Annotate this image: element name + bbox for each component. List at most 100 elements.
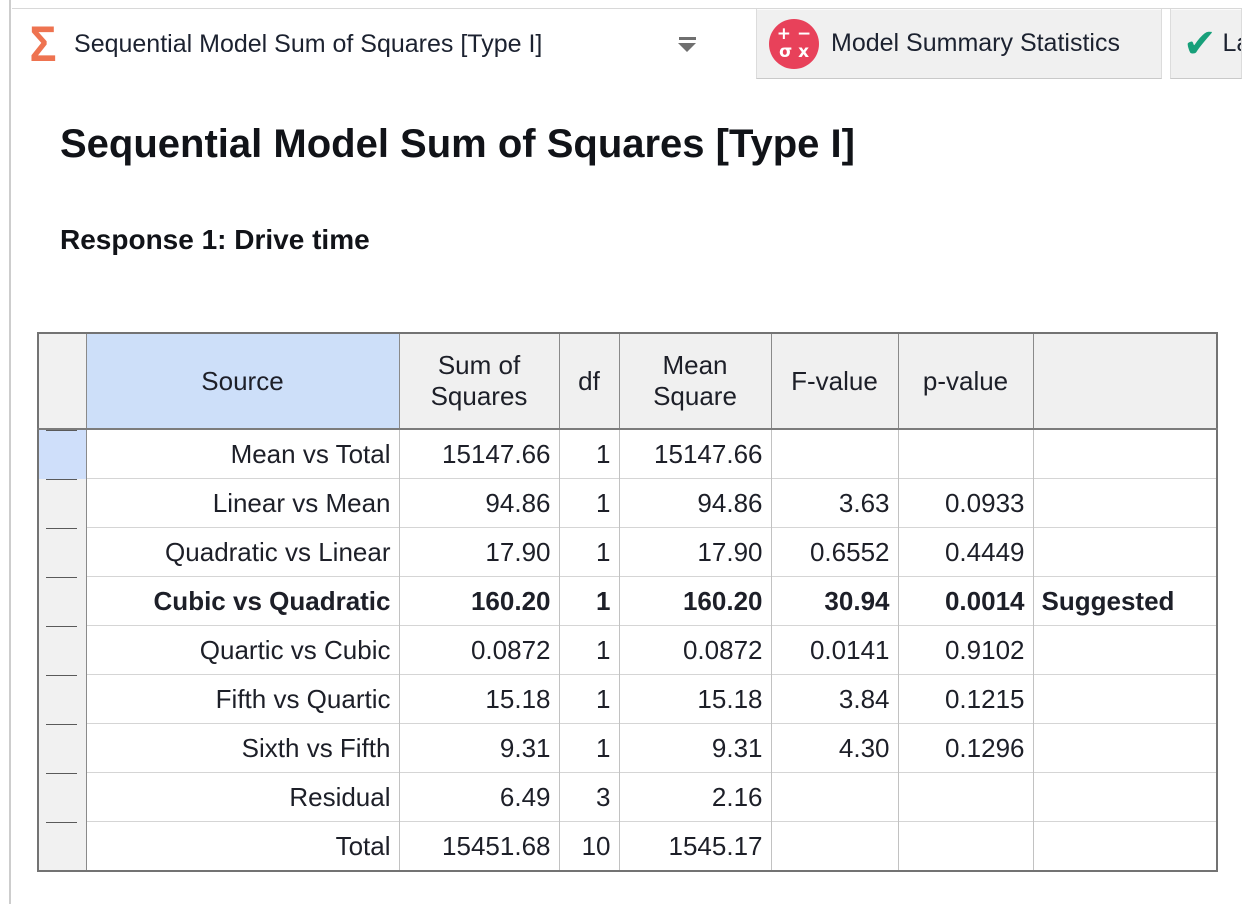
tab-model-summary-statistics[interactable]: + − σ x Model Summary Statistics	[756, 9, 1162, 79]
cell-mean-square[interactable]: 94.86	[619, 478, 772, 528]
cell-f-value[interactable]	[771, 428, 899, 479]
cell-source[interactable]: Fifth vs Quartic	[86, 674, 400, 724]
cell-source[interactable]: Quartic vs Cubic	[86, 625, 400, 675]
sequential-model-table: Source Sum of Squares df Mean Square F-v…	[37, 332, 1218, 872]
header-sum-of-squares[interactable]: Sum of Squares	[399, 333, 560, 430]
cell-p-value[interactable]: 0.0014	[898, 576, 1034, 626]
cell-mean-square[interactable]: 17.90	[619, 527, 772, 577]
tab-options-dropdown-icon[interactable]	[678, 36, 696, 52]
cell-sum-of-squares[interactable]: 6.49	[399, 772, 560, 822]
cell-source[interactable]: Total	[86, 821, 400, 871]
header-mean-square[interactable]: Mean Square	[619, 333, 772, 430]
cell-df[interactable]: 1	[559, 478, 620, 528]
cell-mean-square[interactable]: 15.18	[619, 674, 772, 724]
row-handle[interactable]	[38, 527, 87, 577]
cell-source[interactable]: Linear vs Mean	[86, 478, 400, 528]
row-handle-dash	[46, 674, 77, 676]
row-handle[interactable]	[38, 772, 87, 822]
cell-p-value[interactable]	[898, 821, 1034, 871]
cell-sum-of-squares[interactable]: 9.31	[399, 723, 560, 773]
cell-p-value[interactable]: 0.1215	[898, 674, 1034, 724]
row-handle-dash	[46, 821, 77, 823]
cell-note[interactable]	[1033, 821, 1217, 871]
cell-mean-square[interactable]: 160.20	[619, 576, 772, 626]
cell-f-value[interactable]: 30.94	[771, 576, 899, 626]
green-check-icon: ✔	[1183, 20, 1217, 67]
cell-df[interactable]: 1	[559, 576, 620, 626]
tab-lack-of-fit-tests[interactable]: ✔ Lack of Fit Tests	[1170, 9, 1242, 79]
cell-source[interactable]: Mean vs Total	[86, 428, 400, 479]
cell-sum-of-squares[interactable]: 160.20	[399, 576, 560, 626]
row-handle[interactable]	[38, 429, 87, 479]
cell-p-value[interactable]	[898, 772, 1034, 822]
cell-note[interactable]	[1033, 723, 1217, 773]
cell-mean-square[interactable]: 15147.66	[619, 428, 772, 479]
cell-f-value[interactable]	[771, 772, 899, 822]
cell-df[interactable]: 10	[559, 821, 620, 871]
sigma-icon: Σ	[29, 16, 57, 72]
cell-f-value[interactable]: 4.30	[771, 723, 899, 773]
gutter-header-cell[interactable]	[38, 333, 87, 430]
cell-sum-of-squares[interactable]: 15147.66	[399, 428, 560, 479]
cell-sum-of-squares[interactable]: 15451.68	[399, 821, 560, 871]
cell-note[interactable]	[1033, 772, 1217, 822]
tab-sequential-model-sum-of-squares[interactable]: Σ Sequential Model Sum of Squares [Type …	[12, 9, 754, 79]
cell-mean-square[interactable]: 1545.17	[619, 821, 772, 871]
header-f-value[interactable]: F-value	[771, 333, 899, 430]
row-handle-dash	[46, 772, 77, 774]
cell-sum-of-squares[interactable]: 15.18	[399, 674, 560, 724]
stats-circle-icon: + − σ x	[769, 18, 819, 69]
cell-note[interactable]	[1033, 478, 1217, 528]
row-handle[interactable]	[38, 478, 87, 528]
cell-f-value[interactable]	[771, 821, 899, 871]
row-handle[interactable]	[38, 723, 87, 773]
cell-mean-square[interactable]: 2.16	[619, 772, 772, 822]
table-row: Fifth vs Quartic 15.18 1 15.18 3.84 0.12…	[38, 674, 1217, 724]
cell-note[interactable]	[1033, 674, 1217, 724]
tab-label: Model Summary Statistics	[831, 29, 1120, 57]
cell-p-value[interactable]: 0.9102	[898, 625, 1034, 675]
cell-df[interactable]: 1	[559, 527, 620, 577]
cell-f-value[interactable]: 3.63	[771, 478, 899, 528]
row-handle[interactable]	[38, 625, 87, 675]
cell-note[interactable]	[1033, 527, 1217, 577]
table-row: Total 15451.68 10 1545.17	[38, 821, 1217, 871]
row-handle-dash	[46, 478, 77, 480]
cell-df[interactable]: 3	[559, 772, 620, 822]
header-note[interactable]	[1033, 333, 1217, 430]
cell-p-value[interactable]	[898, 428, 1034, 479]
cell-source[interactable]: Quadratic vs Linear	[86, 527, 400, 577]
table-row: Linear vs Mean 94.86 1 94.86 3.63 0.0933	[38, 478, 1217, 528]
panel-splitter[interactable]	[9, 0, 11, 904]
row-handle[interactable]	[38, 674, 87, 724]
row-handle[interactable]	[38, 821, 87, 871]
cell-f-value[interactable]: 0.0141	[771, 625, 899, 675]
cell-note[interactable]	[1033, 625, 1217, 675]
header-p-value[interactable]: p-value	[898, 333, 1034, 430]
cell-df[interactable]: 1	[559, 674, 620, 724]
tab-label: Sequential Model Sum of Squares [Type I]	[74, 29, 543, 58]
cell-sum-of-squares[interactable]: 0.0872	[399, 625, 560, 675]
cell-source[interactable]: Cubic vs Quadratic	[86, 576, 400, 626]
cell-mean-square[interactable]: 0.0872	[619, 625, 772, 675]
cell-source[interactable]: Sixth vs Fifth	[86, 723, 400, 773]
cell-note[interactable]	[1033, 428, 1217, 479]
cell-f-value[interactable]: 3.84	[771, 674, 899, 724]
cell-note[interactable]: Suggested	[1033, 576, 1217, 626]
response-subtitle: Response 1: Drive time	[60, 224, 370, 255]
cell-p-value[interactable]: 0.0933	[898, 478, 1034, 528]
row-handle[interactable]	[38, 576, 87, 626]
cell-p-value[interactable]: 0.4449	[898, 527, 1034, 577]
cell-df[interactable]: 1	[559, 723, 620, 773]
table-row: Quartic vs Cubic 0.0872 1 0.0872 0.0141 …	[38, 625, 1217, 675]
cell-p-value[interactable]: 0.1296	[898, 723, 1034, 773]
cell-mean-square[interactable]: 9.31	[619, 723, 772, 773]
cell-sum-of-squares[interactable]: 17.90	[399, 527, 560, 577]
cell-df[interactable]: 1	[559, 625, 620, 675]
cell-sum-of-squares[interactable]: 94.86	[399, 478, 560, 528]
header-df[interactable]: df	[559, 333, 620, 430]
header-source[interactable]: Source	[86, 333, 400, 430]
cell-source[interactable]: Residual	[86, 772, 400, 822]
cell-df[interactable]: 1	[559, 428, 620, 479]
cell-f-value[interactable]: 0.6552	[771, 527, 899, 577]
